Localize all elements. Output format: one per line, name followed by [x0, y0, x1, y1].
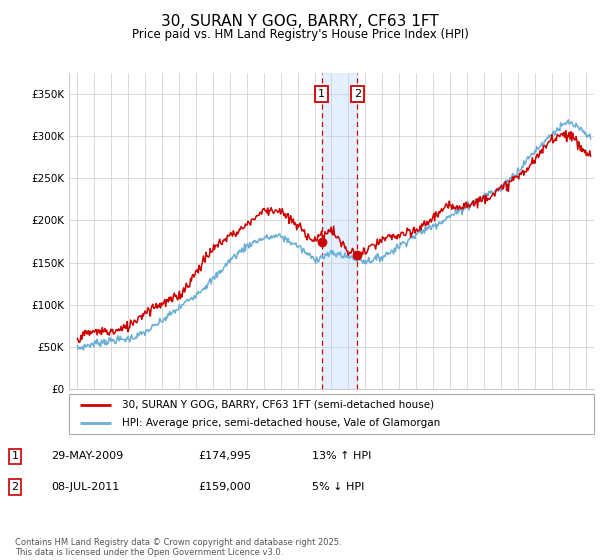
Text: Price paid vs. HM Land Registry's House Price Index (HPI): Price paid vs. HM Land Registry's House … — [131, 28, 469, 41]
Text: HPI: Average price, semi-detached house, Vale of Glamorgan: HPI: Average price, semi-detached house,… — [121, 418, 440, 428]
Text: £174,995: £174,995 — [198, 451, 251, 461]
Text: 1: 1 — [318, 89, 325, 99]
Text: 30, SURAN Y GOG, BARRY, CF63 1FT (semi-detached house): 30, SURAN Y GOG, BARRY, CF63 1FT (semi-d… — [121, 400, 434, 409]
Text: 30, SURAN Y GOG, BARRY, CF63 1FT: 30, SURAN Y GOG, BARRY, CF63 1FT — [161, 14, 439, 29]
Text: £159,000: £159,000 — [198, 482, 251, 492]
Text: 29-MAY-2009: 29-MAY-2009 — [51, 451, 123, 461]
Text: Contains HM Land Registry data © Crown copyright and database right 2025.
This d: Contains HM Land Registry data © Crown c… — [15, 538, 341, 557]
Text: 08-JUL-2011: 08-JUL-2011 — [51, 482, 119, 492]
Text: 13% ↑ HPI: 13% ↑ HPI — [312, 451, 371, 461]
Text: 2: 2 — [353, 89, 361, 99]
Bar — [322, 73, 357, 389]
Text: 2: 2 — [11, 482, 19, 492]
Text: 1: 1 — [11, 451, 19, 461]
Text: 5% ↓ HPI: 5% ↓ HPI — [312, 482, 364, 492]
